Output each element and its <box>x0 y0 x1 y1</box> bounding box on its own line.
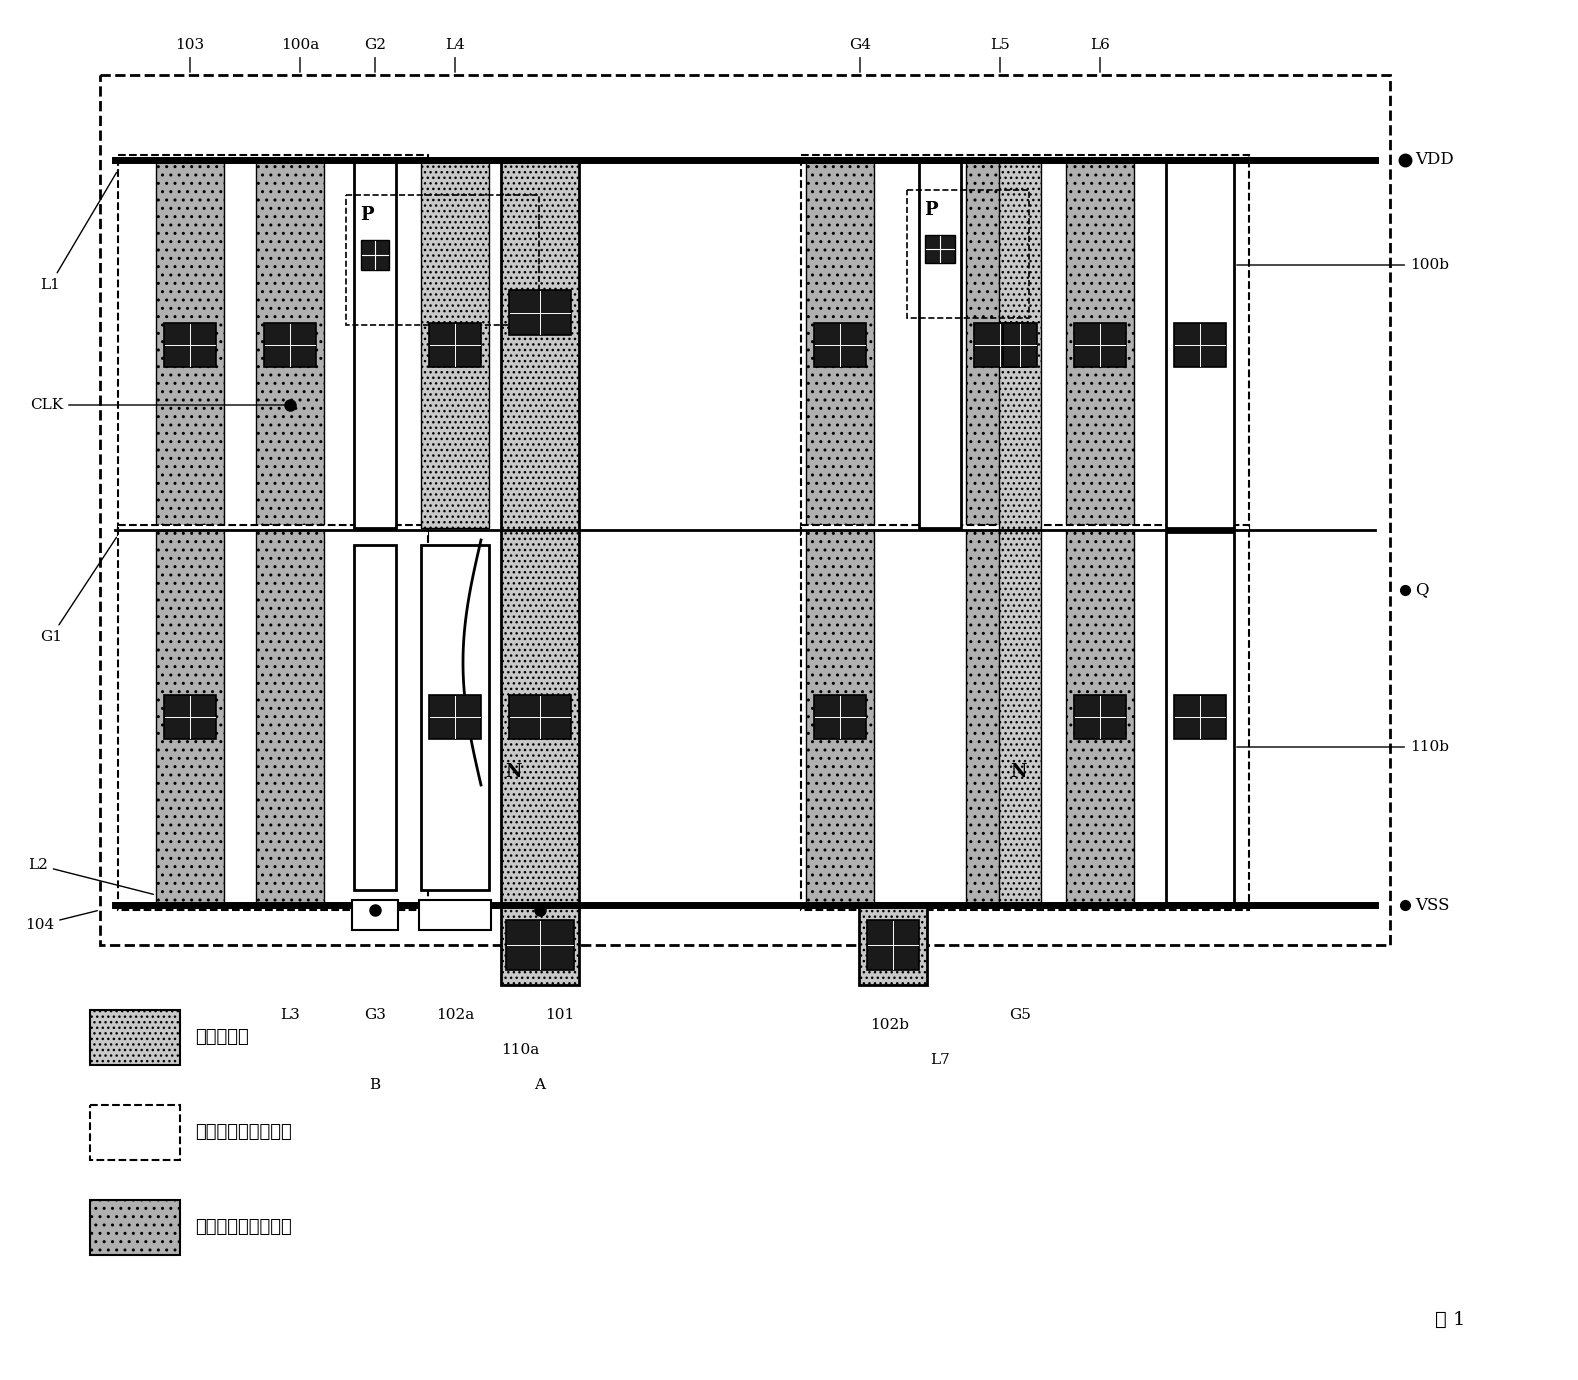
Bar <box>510 290 571 335</box>
Bar <box>421 545 489 890</box>
Bar <box>118 155 428 535</box>
Text: 100b: 100b <box>1237 258 1449 272</box>
Bar <box>1166 533 1234 903</box>
Bar <box>352 900 398 930</box>
Bar <box>510 696 571 740</box>
Text: L4: L4 <box>445 39 466 72</box>
Text: L1: L1 <box>39 172 117 293</box>
Text: ：第二层金属布线层: ：第二层金属布线层 <box>196 1219 292 1236</box>
Text: Q: Q <box>1415 581 1428 599</box>
Text: G2: G2 <box>365 39 387 72</box>
Bar <box>500 160 579 905</box>
Bar <box>256 160 323 530</box>
Text: CLK: CLK <box>30 397 287 413</box>
Bar <box>802 155 1250 535</box>
Text: ：第一层金属布线层: ：第一层金属布线层 <box>196 1123 292 1141</box>
Bar <box>256 530 323 905</box>
Text: VSS: VSS <box>1415 897 1450 914</box>
Text: G3: G3 <box>365 1007 387 1023</box>
Bar <box>1174 696 1226 740</box>
Bar <box>1166 161 1234 529</box>
Bar <box>1075 323 1127 367</box>
Bar <box>90 1105 180 1161</box>
Text: L2: L2 <box>28 858 153 894</box>
Bar <box>814 323 866 367</box>
Bar <box>421 161 489 529</box>
Bar <box>1067 530 1135 905</box>
Text: P: P <box>925 201 937 219</box>
Bar <box>1174 323 1226 367</box>
Text: G5: G5 <box>1008 1007 1030 1023</box>
Bar <box>1004 323 1037 367</box>
Text: L5: L5 <box>989 39 1010 72</box>
Bar <box>420 900 491 930</box>
Bar <box>806 530 874 905</box>
Text: ：多晶硅层: ：多晶硅层 <box>196 1028 249 1046</box>
Text: 102a: 102a <box>436 1007 473 1023</box>
Bar <box>164 696 216 740</box>
Bar <box>999 160 1041 530</box>
Text: 图 1: 图 1 <box>1434 1311 1466 1329</box>
Text: 103: 103 <box>175 39 205 72</box>
Text: G4: G4 <box>849 39 871 72</box>
Text: 100a: 100a <box>281 39 319 72</box>
Text: G1: G1 <box>39 537 117 644</box>
Bar <box>424 555 484 880</box>
Bar <box>346 195 540 326</box>
Bar <box>966 530 1034 905</box>
Bar <box>925 235 955 264</box>
Text: L3: L3 <box>281 1007 300 1023</box>
Bar <box>1075 696 1127 740</box>
Bar <box>966 160 1034 530</box>
Text: 101: 101 <box>546 1007 574 1023</box>
Text: 102b: 102b <box>871 1018 909 1032</box>
Text: 110b: 110b <box>1237 740 1449 753</box>
Bar <box>361 240 390 270</box>
Text: N: N <box>505 763 521 781</box>
Bar <box>429 323 481 367</box>
Bar <box>999 530 1041 905</box>
Bar <box>156 530 224 905</box>
Bar <box>90 1201 180 1254</box>
Bar <box>918 161 961 529</box>
Bar <box>806 160 874 530</box>
Text: P: P <box>360 206 374 224</box>
Text: N: N <box>1010 763 1027 781</box>
Text: A: A <box>535 1078 546 1092</box>
Bar <box>156 160 224 530</box>
Bar <box>814 696 866 740</box>
Bar <box>99 75 1390 945</box>
Text: VDD: VDD <box>1415 152 1453 168</box>
Bar <box>90 1010 180 1065</box>
Bar <box>164 323 216 367</box>
Bar <box>974 323 1026 367</box>
Bar <box>507 920 574 970</box>
Bar <box>907 190 1029 317</box>
Text: 104: 104 <box>25 911 98 932</box>
Text: L6: L6 <box>1090 39 1109 72</box>
Bar <box>802 524 1250 909</box>
Text: B: B <box>369 1078 380 1092</box>
Bar <box>429 696 481 740</box>
Bar <box>118 524 428 909</box>
Bar <box>858 905 926 985</box>
Bar <box>500 905 579 985</box>
Bar <box>353 545 396 890</box>
Bar <box>866 920 918 970</box>
Text: 110a: 110a <box>500 1043 540 1057</box>
Bar <box>264 323 316 367</box>
Bar <box>353 161 396 529</box>
Bar <box>1067 160 1135 530</box>
Bar <box>358 555 391 880</box>
Text: L7: L7 <box>929 1053 950 1067</box>
